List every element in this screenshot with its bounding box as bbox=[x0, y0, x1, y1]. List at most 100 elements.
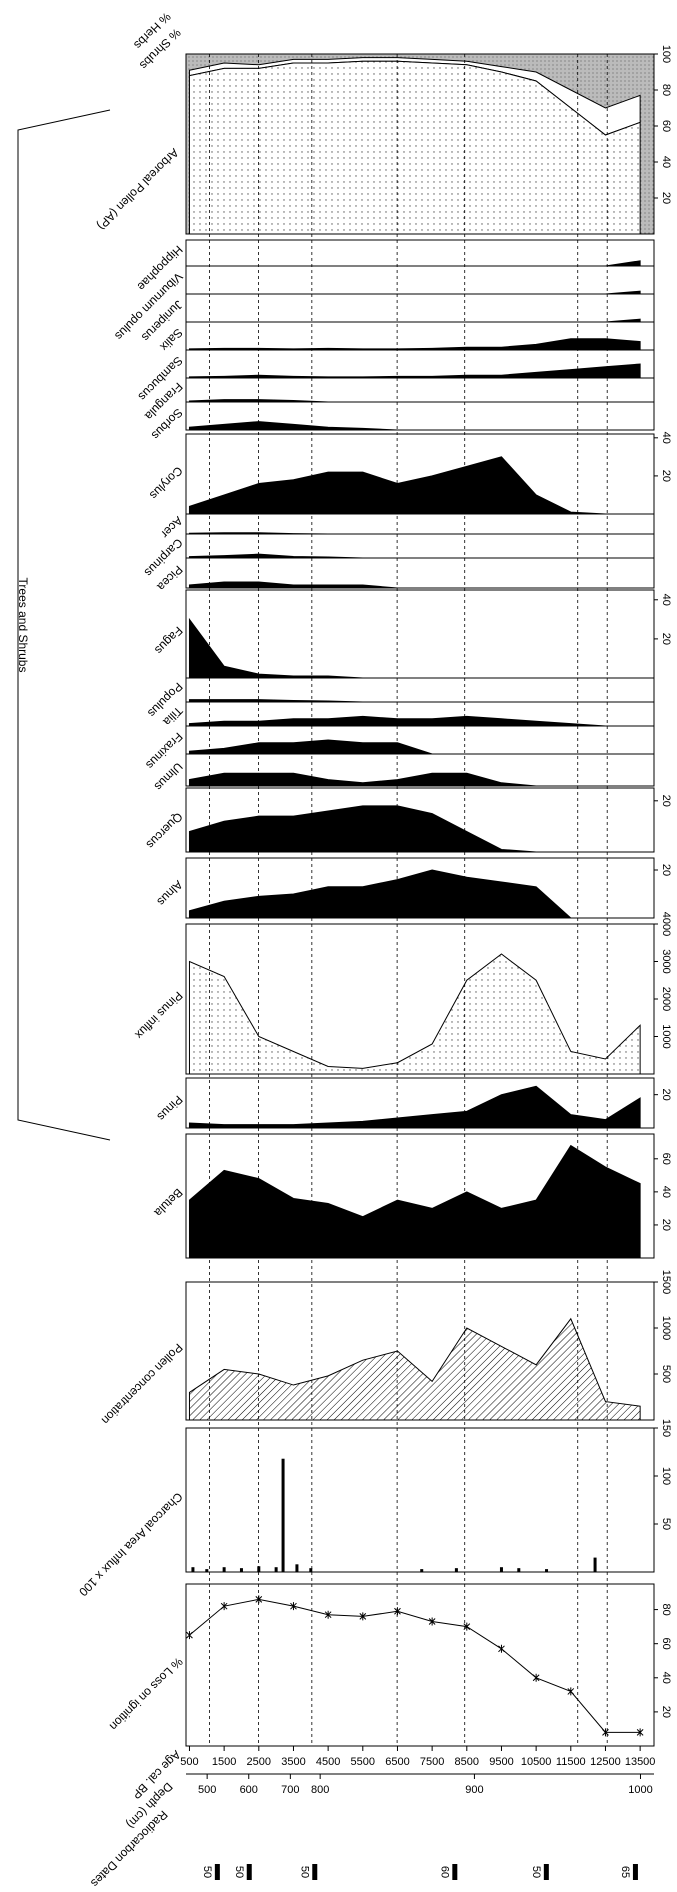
y-tick-label: 1000 bbox=[660, 1316, 672, 1340]
y-tick-label: 40 bbox=[660, 432, 672, 444]
y-tick-label: 40 bbox=[660, 156, 672, 168]
panel-frame bbox=[185, 1427, 655, 1573]
depth-tick-label: 900 bbox=[465, 1784, 483, 1796]
bar bbox=[309, 1568, 313, 1572]
panel-frame bbox=[185, 1583, 655, 1747]
y-tick-label: 20 bbox=[660, 864, 672, 876]
y-tick-label: 40 bbox=[660, 1186, 672, 1198]
area bbox=[188, 1317, 641, 1421]
bar bbox=[281, 1458, 285, 1572]
x-tick-label: 12500 bbox=[590, 1756, 621, 1768]
area bbox=[189, 260, 641, 267]
bar bbox=[257, 1566, 261, 1572]
x-tick-label: 7500 bbox=[420, 1756, 444, 1768]
y-tick-label: 2000 bbox=[660, 987, 672, 1011]
bar bbox=[274, 1567, 278, 1572]
area bbox=[188, 553, 641, 559]
y-tick-label: 20 bbox=[660, 795, 672, 807]
panel-frame bbox=[185, 293, 655, 323]
area bbox=[188, 363, 641, 379]
panel-title: Pinus influx bbox=[132, 989, 185, 1042]
y-tick-label: 150 bbox=[660, 1419, 672, 1437]
loi-marker bbox=[636, 1728, 644, 1737]
radiocarbon-label: 60 bbox=[438, 1866, 450, 1878]
y-tick-label: 20 bbox=[660, 1219, 672, 1231]
radiocarbon-date bbox=[214, 1864, 220, 1880]
y-tick-label: 100 bbox=[660, 45, 672, 63]
y-tick-label: 40 bbox=[660, 1672, 672, 1684]
panel-title: Corylus bbox=[147, 464, 186, 503]
area bbox=[188, 739, 641, 755]
x-tick-label: 9500 bbox=[489, 1756, 513, 1768]
x-tick-label: 5500 bbox=[351, 1756, 375, 1768]
panel-frame bbox=[185, 433, 655, 515]
y-tick-label: 80 bbox=[660, 1603, 672, 1615]
radiocarbon-label: 50 bbox=[530, 1866, 542, 1878]
y-tick-label: 4000 bbox=[660, 912, 672, 936]
panel-title: Quercus bbox=[144, 810, 186, 852]
panel-frame bbox=[185, 677, 655, 703]
bar bbox=[593, 1557, 597, 1572]
panel-title: Charcoal Area Influx x 100 bbox=[76, 1490, 186, 1600]
depth-tick-label: 800 bbox=[311, 1784, 329, 1796]
y-tick-label: 80 bbox=[660, 84, 672, 96]
x-tick-label: 3500 bbox=[281, 1756, 305, 1768]
area bbox=[188, 953, 641, 1075]
depth-tick-label: 500 bbox=[198, 1784, 216, 1796]
area bbox=[188, 772, 641, 787]
panel-frame bbox=[185, 239, 655, 267]
depth-tick-label: 600 bbox=[240, 1784, 258, 1796]
panel-title: Fagus bbox=[152, 624, 185, 657]
panel-title: Alnus bbox=[154, 878, 185, 909]
group-label: Trees and Shrubs bbox=[16, 578, 30, 673]
bar bbox=[239, 1568, 243, 1572]
bar bbox=[454, 1568, 458, 1572]
y-tick-label: 20 bbox=[660, 633, 672, 645]
radiocarbon-label: 65 bbox=[619, 1866, 631, 1878]
loi-marker bbox=[324, 1610, 332, 1619]
depth-tick-label: 700 bbox=[281, 1784, 299, 1796]
x-tick-label: 4500 bbox=[316, 1756, 340, 1768]
panel-frame bbox=[185, 1077, 655, 1129]
panel-frame bbox=[185, 265, 655, 295]
group-bracket bbox=[17, 109, 111, 1141]
bar bbox=[420, 1569, 424, 1572]
panel-title: Betula bbox=[151, 1186, 185, 1220]
area bbox=[188, 581, 641, 589]
loi-marker bbox=[220, 1602, 228, 1611]
y-tick-label: 20 bbox=[660, 1706, 672, 1718]
y-tick-label: 1000 bbox=[660, 1024, 672, 1048]
bar bbox=[205, 1569, 209, 1572]
bar bbox=[499, 1567, 503, 1572]
area bbox=[188, 805, 641, 853]
loi-marker bbox=[290, 1602, 297, 1611]
loi-marker bbox=[359, 1612, 367, 1621]
radiocarbon-date bbox=[543, 1864, 549, 1880]
bar bbox=[517, 1568, 521, 1572]
panel-title: Pinus bbox=[154, 1093, 185, 1124]
y-tick-label: 20 bbox=[660, 192, 672, 204]
panel-frame bbox=[185, 787, 655, 853]
loi-marker bbox=[532, 1673, 540, 1682]
radiocarbon-date bbox=[452, 1864, 458, 1880]
x-tick-label: 6500 bbox=[385, 1756, 409, 1768]
x-tick-label: 1500 bbox=[212, 1756, 236, 1768]
radiocarbon-date bbox=[312, 1864, 318, 1880]
y-tick-label: 60 bbox=[660, 1638, 672, 1650]
loi-marker bbox=[498, 1644, 505, 1653]
x-tick-label: 2500 bbox=[247, 1756, 271, 1768]
panel-frame bbox=[185, 1281, 655, 1421]
area bbox=[188, 338, 641, 351]
x-tick-label: 13500 bbox=[625, 1756, 656, 1768]
panel-frame bbox=[185, 53, 655, 235]
area bbox=[188, 1085, 641, 1129]
x-tick-label: 11500 bbox=[556, 1756, 586, 1768]
bar bbox=[295, 1564, 299, 1572]
y-tick-label: 60 bbox=[660, 1153, 672, 1165]
x-tick-label: 10500 bbox=[521, 1756, 552, 1768]
area bbox=[188, 715, 641, 727]
panel-title: Acer bbox=[158, 514, 185, 541]
loi-marker bbox=[428, 1617, 436, 1626]
bar bbox=[545, 1569, 549, 1572]
